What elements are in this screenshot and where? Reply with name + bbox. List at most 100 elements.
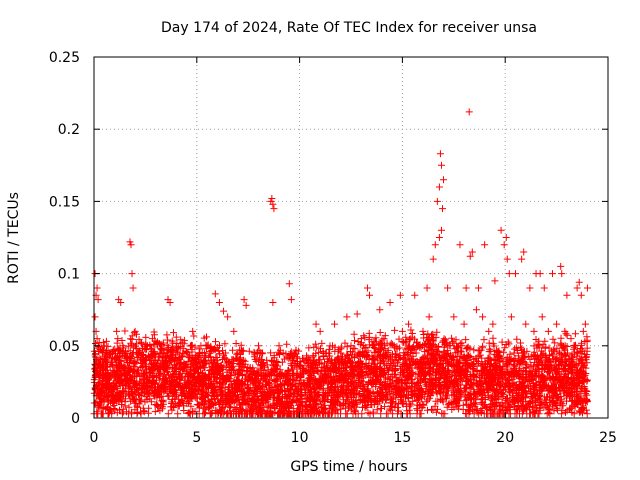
data-point	[444, 284, 452, 292]
data-point	[438, 205, 446, 213]
data-point	[536, 270, 544, 278]
data-point	[254, 342, 262, 350]
data-point	[285, 280, 293, 288]
data-point	[466, 252, 474, 260]
data-point	[123, 356, 131, 364]
data-point	[139, 356, 147, 364]
data-point	[246, 363, 254, 371]
data-point	[148, 363, 156, 371]
data-point	[127, 241, 135, 249]
y-tick-label: 0.15	[49, 194, 80, 210]
data-point	[250, 349, 258, 357]
data-point	[456, 241, 464, 249]
data-point	[176, 374, 184, 382]
x-axis-label: GPS time / hours	[290, 459, 407, 475]
data-point	[300, 356, 308, 364]
data-point	[571, 342, 579, 350]
data-point	[363, 284, 371, 292]
data-point	[93, 335, 101, 343]
data-point	[370, 342, 378, 350]
data-point	[240, 296, 248, 304]
y-tick-label: 0.1	[58, 267, 80, 283]
data-point	[465, 108, 473, 116]
data-point	[567, 335, 575, 343]
data-point	[436, 150, 444, 158]
data-point	[366, 291, 374, 299]
data-point	[269, 298, 277, 306]
data-point	[380, 335, 388, 343]
data-point	[411, 291, 419, 299]
data-point	[94, 356, 102, 364]
data-point	[440, 176, 448, 184]
data-point	[491, 277, 499, 285]
data-point	[357, 335, 365, 343]
grid-lines	[94, 57, 608, 418]
data-point	[433, 197, 441, 205]
data-point	[507, 313, 515, 321]
data-point	[287, 296, 295, 304]
data-point	[577, 291, 585, 299]
y-tick-label: 0.2	[58, 122, 80, 138]
x-tick-label: 25	[599, 430, 617, 446]
data-point	[98, 349, 106, 357]
data-point	[437, 226, 445, 234]
data-point	[526, 284, 534, 292]
data-point	[113, 327, 121, 335]
data-point	[500, 241, 508, 249]
data-point	[100, 342, 108, 350]
data-point	[143, 342, 151, 350]
dense-noise-band	[90, 326, 591, 418]
data-point	[91, 313, 99, 321]
data-point	[485, 327, 493, 335]
data-point	[530, 327, 538, 335]
data-point	[489, 320, 497, 328]
data-point	[511, 270, 519, 278]
y-tick-label: 0	[71, 411, 80, 427]
data-point	[405, 320, 413, 328]
x-tick-label: 5	[192, 430, 201, 446]
data-point	[474, 284, 482, 292]
data-point	[268, 195, 276, 203]
data-point	[563, 291, 571, 299]
x-tick-label: 10	[291, 430, 309, 446]
data-point	[544, 327, 552, 335]
data-point	[423, 284, 431, 292]
data-point	[520, 248, 528, 256]
data-point	[269, 200, 277, 208]
data-point	[213, 356, 221, 364]
data-point	[419, 327, 427, 335]
y-axis-ticks: 0 0.05 0.1 0.15 0.2 0.25	[49, 50, 608, 427]
data-point	[316, 327, 324, 335]
y-tick-label: 0.05	[49, 339, 80, 355]
y-axis-label: ROTI / TECUs	[6, 192, 22, 284]
data-point	[104, 371, 112, 379]
data-point	[505, 270, 513, 278]
data-point	[462, 284, 470, 292]
data-point	[472, 306, 480, 314]
x-tick-label: 20	[496, 430, 514, 446]
data-point	[279, 349, 287, 357]
data-point	[497, 226, 505, 234]
data-point	[398, 327, 406, 335]
x-tick-label: 0	[90, 430, 99, 446]
data-point	[93, 284, 101, 292]
data-point	[152, 356, 160, 364]
data-point	[347, 342, 355, 350]
data-point	[224, 313, 232, 321]
data-point	[522, 320, 530, 328]
data-point	[168, 363, 176, 371]
data-point	[431, 241, 439, 249]
data-point	[222, 349, 230, 357]
x-axis-ticks: 0 5 10 15 20 25	[90, 57, 617, 446]
data-point	[503, 255, 511, 263]
data-point	[343, 313, 351, 321]
x-tick-label: 15	[393, 430, 411, 446]
data-point	[234, 356, 242, 364]
data-point	[538, 313, 546, 321]
data-point	[583, 284, 591, 292]
data-point	[557, 262, 565, 270]
data-point	[109, 349, 117, 357]
plot-frame	[93, 56, 609, 419]
data-point	[185, 371, 193, 379]
